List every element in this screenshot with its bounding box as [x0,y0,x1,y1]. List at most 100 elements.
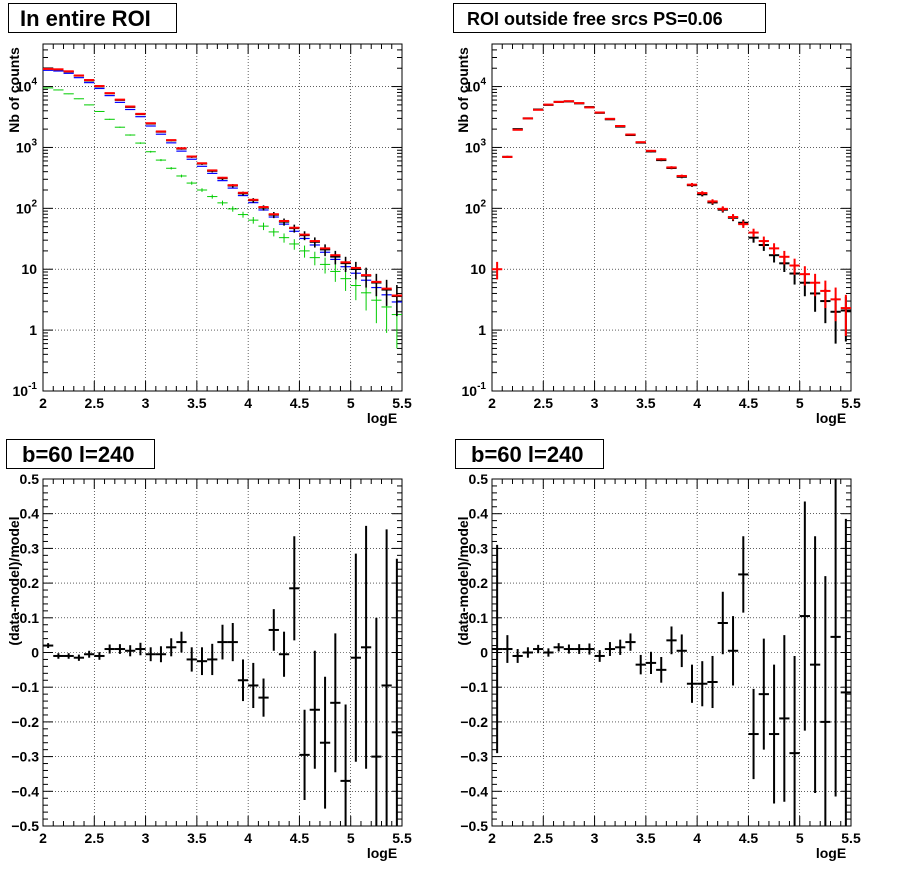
y-tick-label: 102 [465,198,487,216]
model-point [604,117,616,120]
y-tick-label: 0.4 [20,506,40,522]
residual-point [584,643,595,655]
y-tick-label: 0.2 [20,575,40,591]
x-tick-label: 4 [244,395,252,411]
residual-point [114,644,126,654]
y-tick-label: −0.4 [460,783,488,799]
y-tick-label: 0.3 [469,540,489,556]
y-tick-label: 10-1 [462,381,487,399]
residual-point [707,655,718,709]
residual-point [145,647,156,662]
residual-point [73,654,85,661]
residual-point [330,633,341,773]
residual-point [299,709,310,800]
x-tick-label: 2.5 [85,830,105,846]
model-point [799,266,810,286]
residual-point [768,664,780,804]
model-point [492,261,503,280]
diffuse-point [53,89,64,91]
model-point [676,174,687,178]
residual-point [371,617,382,826]
y-axis-label: Nb of counts [6,47,22,133]
residual-point [135,642,146,656]
residual-point [717,591,728,655]
y-tick-label: 10 [21,261,37,277]
model-point [666,166,677,169]
model-point [522,117,534,120]
diffuse-point [268,228,279,237]
diffuse-point [176,174,187,178]
model-point [635,141,646,144]
model-point [594,111,605,114]
y-tick-label: 10-1 [13,381,38,399]
diffuse-point [299,245,310,258]
model-point [707,199,718,204]
residual-point [789,655,800,826]
residual-point [820,576,831,826]
y-axis-label: (data-model)/model [6,516,22,645]
residual-point [319,676,331,809]
residual-point [43,643,54,648]
x-tick-label: 3 [142,830,150,846]
model-point [758,236,769,247]
model-point [686,182,698,187]
residual-point [748,688,759,780]
data-point [360,267,372,288]
data-point [381,279,392,306]
residual-point [237,659,249,702]
y-tick-label: 0.1 [469,610,489,626]
diffuse-point [114,126,126,128]
data-point [319,244,331,257]
x-tick-label: 2.5 [534,395,554,411]
data-point [350,261,361,280]
residual-point [166,638,177,657]
data-point [309,237,320,248]
x-tick-label: 5.5 [392,395,412,411]
y-tick-label: 1 [29,322,37,338]
model-point [789,258,800,275]
x-tick-label: 4.5 [290,830,310,846]
residual-point [227,623,238,662]
model-point [779,250,790,265]
residual-point [666,626,677,655]
diffuse-point [135,142,146,144]
residual-point [533,644,544,654]
x-tick-label: 5.5 [841,395,861,411]
chart-title: ROI outside free srcs PS=0.06 [453,3,766,33]
model-point [768,243,780,255]
chart-title: In entire ROI [8,3,177,33]
residual-point [840,518,851,826]
x-tick-label: 5 [796,830,804,846]
y-tick-label: 10 [470,261,486,277]
y-tick-label: −0.4 [11,783,39,799]
x-tick-label: 5.5 [841,830,861,846]
residual-point [104,644,115,654]
x-tick-label: 2 [488,830,496,846]
diffuse-point [63,93,74,95]
residual-point [125,645,136,657]
residual-point [391,558,402,826]
diffuse-point [289,239,300,250]
x-tick-label: 3.5 [187,830,207,846]
x-tick-label: 3.5 [187,395,207,411]
model-point [584,106,595,109]
residual-point [738,536,749,613]
diffuse-point [350,276,361,301]
residual-point [686,664,698,703]
residual-point [635,654,646,675]
y-tick-label: 0.5 [20,471,40,487]
residual-point [340,704,351,826]
model-point [645,149,657,152]
x-tick-label: 3 [591,395,599,411]
y-tick-label: 0.5 [469,471,489,487]
model-point [738,220,749,228]
y-tick-label: 1 [478,322,486,338]
residual-point [625,633,636,651]
diffuse-point [196,188,208,192]
diffuse-point [340,270,351,291]
chart-panel-2: ROI outside free srcs PS=0.06 2 2.5 3 3.5 4 4… [449,0,898,436]
residual-point [196,647,208,676]
residual-point [656,657,667,683]
